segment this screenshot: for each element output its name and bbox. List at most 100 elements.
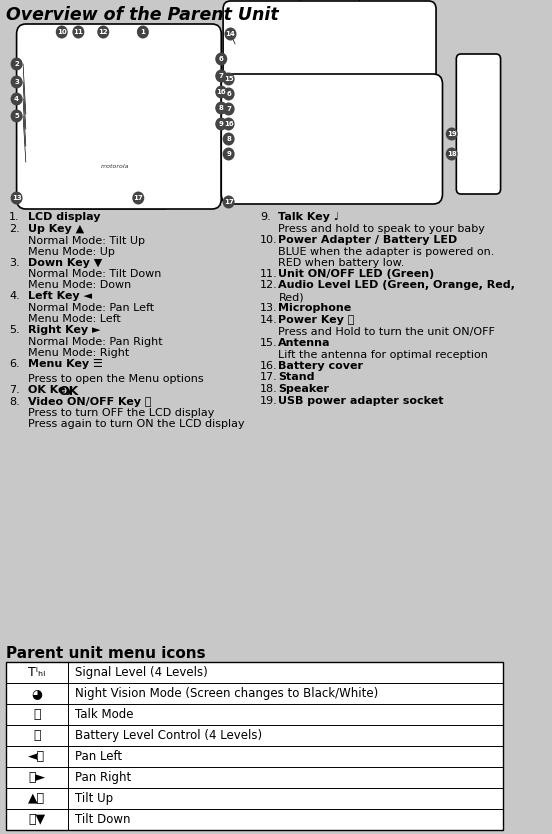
- Circle shape: [445, 128, 458, 140]
- Circle shape: [222, 103, 235, 115]
- Text: Right Key ►: Right Key ►: [28, 325, 100, 335]
- Text: 19: 19: [447, 131, 457, 137]
- Text: 5.: 5.: [9, 325, 20, 335]
- Text: 7.: 7.: [9, 384, 20, 394]
- Text: Battery Level Control (4 Levels): Battery Level Control (4 Levels): [75, 729, 262, 742]
- Text: 2.: 2.: [9, 224, 20, 234]
- Text: 12.: 12.: [260, 280, 278, 290]
- Bar: [20, 110, 28, 118]
- Text: Video ON/OFF Key ⭘: Video ON/OFF Key ⭘: [28, 397, 151, 407]
- Text: 19.: 19.: [260, 396, 278, 406]
- Text: 1.: 1.: [9, 212, 20, 222]
- Text: Microphone: Microphone: [278, 304, 352, 314]
- Text: Press to open the Menu options: Press to open the Menu options: [28, 374, 203, 384]
- Text: 6.: 6.: [9, 359, 20, 369]
- FancyBboxPatch shape: [221, 74, 443, 204]
- Text: 9: 9: [219, 121, 224, 127]
- Text: 10.: 10.: [260, 235, 278, 245]
- Circle shape: [222, 118, 235, 130]
- Text: Audio Level LED (Green, Orange, Red,: Audio Level LED (Green, Orange, Red,: [278, 280, 515, 290]
- Text: Power Adapter / Battery LED: Power Adapter / Battery LED: [278, 235, 458, 245]
- Text: Normal Mode: Tilt Up: Normal Mode: Tilt Up: [28, 235, 145, 245]
- Text: 1: 1: [140, 29, 145, 35]
- Bar: [314, 139, 369, 174]
- Circle shape: [267, 129, 286, 149]
- Text: Tᴵₕₗ: Tᴵₕₗ: [28, 666, 45, 679]
- Text: Power Key ⭘: Power Key ⭘: [278, 315, 355, 325]
- Circle shape: [10, 192, 23, 204]
- Text: 3.: 3.: [9, 258, 20, 268]
- Text: Up Key ▲: Up Key ▲: [28, 224, 84, 234]
- Text: Menu Mode: Left: Menu Mode: Left: [28, 314, 120, 324]
- Text: 15.: 15.: [260, 338, 278, 348]
- Text: Press and Hold to turn the unit ON/OFF: Press and Hold to turn the unit ON/OFF: [278, 327, 495, 337]
- Circle shape: [375, 142, 378, 144]
- Polygon shape: [63, 199, 175, 209]
- Circle shape: [132, 192, 144, 204]
- Bar: [210, 142, 217, 150]
- Text: 13.: 13.: [260, 304, 278, 314]
- Circle shape: [222, 148, 235, 160]
- Circle shape: [10, 76, 23, 88]
- Circle shape: [225, 28, 236, 41]
- Text: 10: 10: [57, 29, 67, 35]
- Text: 18.: 18.: [260, 384, 278, 394]
- Text: Red): Red): [278, 292, 304, 302]
- Circle shape: [390, 125, 392, 128]
- Text: Normal Mode: Pan Right: Normal Mode: Pan Right: [28, 337, 162, 347]
- Circle shape: [215, 118, 227, 130]
- Circle shape: [368, 142, 370, 144]
- Circle shape: [215, 102, 227, 114]
- Text: Signal Level (4 Levels): Signal Level (4 Levels): [75, 666, 208, 679]
- Circle shape: [368, 133, 370, 137]
- Text: 16: 16: [224, 121, 233, 127]
- Text: Press again to turn ON the LCD display: Press again to turn ON the LCD display: [28, 420, 245, 430]
- Text: RED when battery low.: RED when battery low.: [278, 258, 405, 268]
- Circle shape: [222, 133, 235, 145]
- Text: Tilt Up: Tilt Up: [75, 792, 113, 805]
- Text: OK: OK: [59, 384, 79, 398]
- Bar: [20, 125, 28, 133]
- Circle shape: [368, 125, 370, 128]
- Circle shape: [445, 148, 458, 160]
- Circle shape: [215, 53, 227, 66]
- Circle shape: [89, 39, 95, 45]
- Circle shape: [390, 133, 392, 137]
- FancyBboxPatch shape: [457, 54, 501, 194]
- Circle shape: [106, 39, 112, 45]
- Circle shape: [137, 39, 143, 45]
- Text: Talk Mode: Talk Mode: [75, 708, 133, 721]
- Circle shape: [375, 125, 378, 128]
- Circle shape: [72, 26, 84, 38]
- Circle shape: [375, 149, 378, 153]
- Text: OK Key: OK Key: [28, 384, 76, 394]
- Text: BLUE when the adapter is powered on.: BLUE when the adapter is powered on.: [278, 247, 495, 257]
- Text: Normal Mode: Tilt Down: Normal Mode: Tilt Down: [28, 269, 161, 279]
- Circle shape: [382, 125, 385, 128]
- Text: 12: 12: [98, 29, 108, 35]
- FancyBboxPatch shape: [17, 24, 221, 209]
- Text: 8: 8: [226, 136, 231, 142]
- Circle shape: [368, 149, 370, 153]
- Bar: [20, 158, 28, 166]
- Text: 4: 4: [14, 96, 19, 102]
- Text: 14.: 14.: [260, 315, 278, 325]
- Text: ◕: ◕: [31, 687, 43, 700]
- Text: 🎤►: 🎤►: [28, 771, 45, 784]
- Circle shape: [260, 121, 293, 157]
- Text: 16.: 16.: [260, 360, 278, 370]
- Circle shape: [390, 149, 392, 153]
- Text: 18: 18: [447, 151, 457, 157]
- Text: Speaker: Speaker: [278, 384, 330, 394]
- Circle shape: [137, 26, 149, 38]
- Text: Press and hold to speak to your baby: Press and hold to speak to your baby: [278, 224, 485, 234]
- Text: 7: 7: [219, 73, 224, 79]
- Bar: [210, 110, 217, 118]
- Text: 6: 6: [219, 56, 224, 62]
- Circle shape: [215, 86, 227, 98]
- Bar: [60, 79, 171, 179]
- Text: 7: 7: [226, 106, 231, 112]
- Text: ▲🎤: ▲🎤: [28, 792, 45, 805]
- Text: 17: 17: [224, 199, 233, 205]
- Text: Left Key ◄: Left Key ◄: [28, 291, 92, 301]
